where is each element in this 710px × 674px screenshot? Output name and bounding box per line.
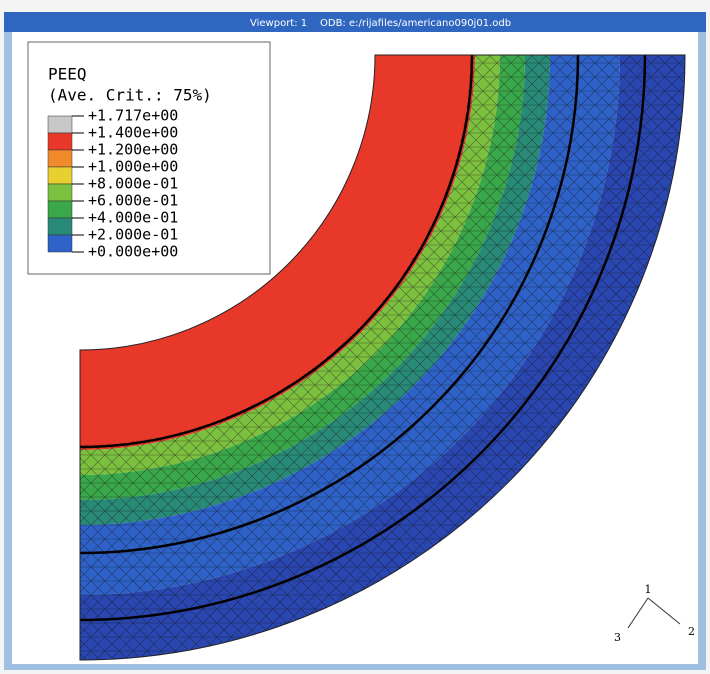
- odb-path: ODB: e:/rijafiles/americano090j01.odb: [320, 18, 511, 29]
- viewport-title: Viewport: 1: [250, 18, 307, 29]
- legend-swatch: [48, 133, 72, 150]
- viewport: Viewport: 1 ODB: e:/rijafiles/americano0…: [0, 0, 710, 674]
- legend-swatch: [48, 150, 72, 167]
- triad-label: 3: [614, 631, 621, 644]
- triad-label: 1: [645, 583, 652, 596]
- legend-swatch: [48, 184, 72, 201]
- legend-criterion: (Ave. Crit.: 75%): [48, 86, 212, 105]
- legend-label: +1.400e+00: [88, 124, 178, 142]
- legend-label: +1.000e+00: [88, 158, 178, 176]
- legend-label: +8.000e-01: [88, 175, 178, 193]
- legend-swatch: [48, 201, 72, 218]
- legend-label: +1.200e+00: [88, 141, 178, 159]
- legend-swatch: [48, 218, 72, 235]
- legend-label: +6.000e-01: [88, 192, 178, 210]
- legend-label: +1.717e+00: [88, 107, 178, 125]
- legend-swatch: [48, 116, 72, 133]
- legend-label: +0.000e+00: [88, 243, 178, 261]
- legend-label: +2.000e-01: [88, 226, 178, 244]
- legend-swatch: [48, 235, 72, 252]
- legend: PEEQ (Ave. Crit.: 75%) +1.717e+00+1.400e…: [28, 42, 270, 274]
- legend-label: +4.000e-01: [88, 209, 178, 227]
- legend-swatch: [48, 167, 72, 184]
- triad-label: 2: [688, 625, 695, 638]
- legend-variable: PEEQ: [48, 65, 87, 84]
